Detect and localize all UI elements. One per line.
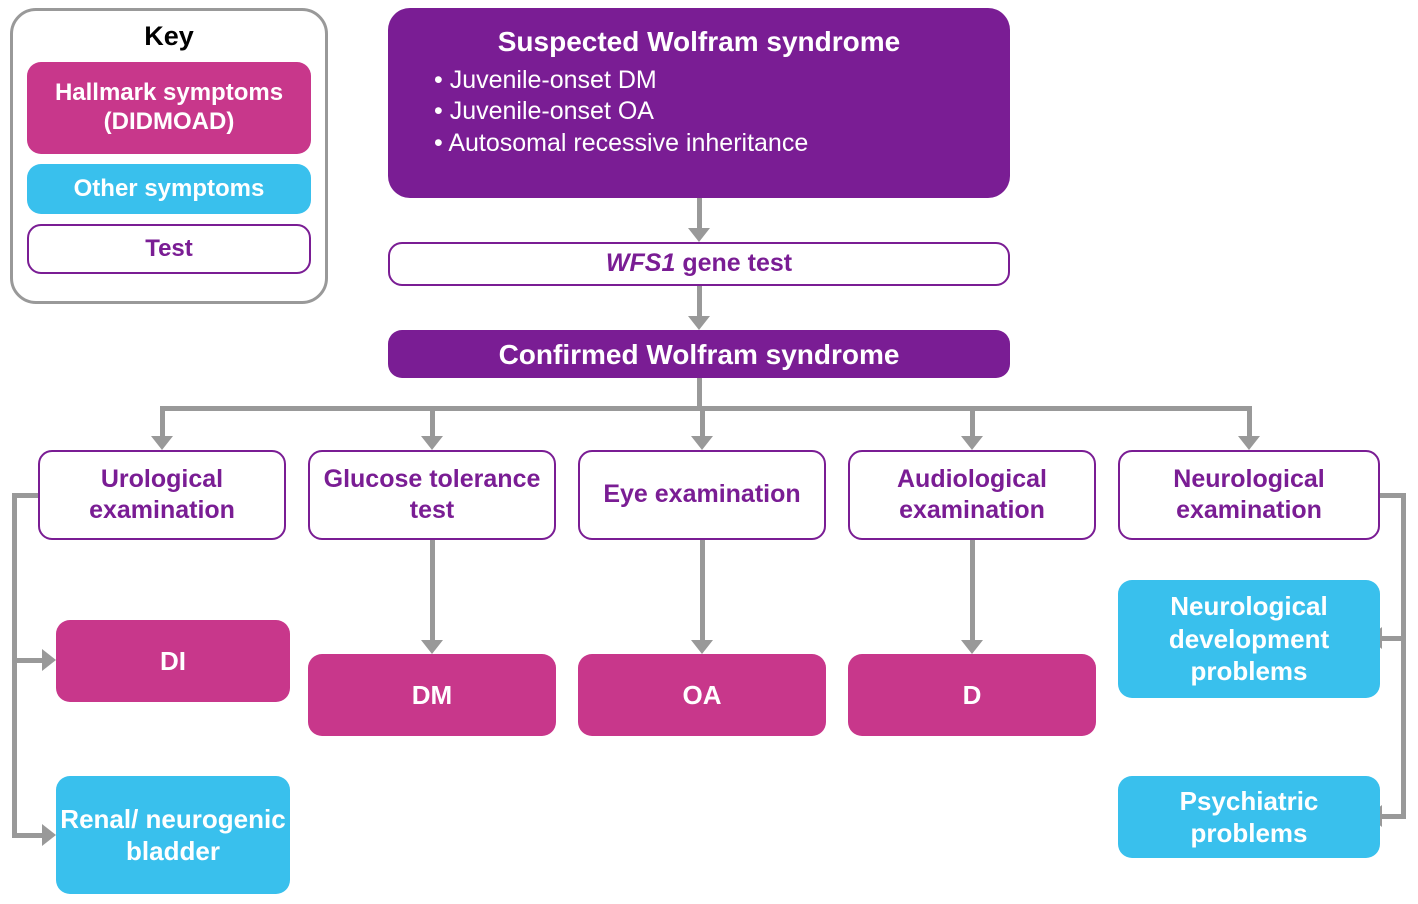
exam-eye: Eye examination <box>578 450 826 540</box>
arrowhead-down-icon <box>688 316 710 330</box>
exam-urological: Urological examination <box>38 450 286 540</box>
stage-suspected-title: Suspected Wolfram syndrome <box>414 24 984 59</box>
connector <box>1380 814 1406 819</box>
arrowhead-down-icon <box>1238 436 1260 450</box>
exam-neurological: Neurological examination <box>1118 450 1380 540</box>
key-title: Key <box>27 21 311 52</box>
bullet-item: Juvenile-onset OA <box>434 96 984 127</box>
bullet-item: Autosomal recessive inheritance <box>434 128 984 159</box>
arrowhead-down-icon <box>421 640 443 654</box>
exam-audiological: Audiological examination <box>848 450 1096 540</box>
arrowhead-down-icon <box>691 640 713 654</box>
connector <box>430 406 435 439</box>
connector <box>12 833 44 838</box>
symptom-d: D <box>848 654 1096 736</box>
bullet-item: Juvenile-onset DM <box>434 65 984 96</box>
connector <box>700 406 705 439</box>
connector <box>1380 636 1406 641</box>
symptom-renal: Renal/ neurogenic bladder <box>56 776 290 894</box>
connector <box>1247 406 1252 439</box>
test-gene: WFS1 gene test <box>388 242 1010 286</box>
connector <box>970 540 975 640</box>
connector <box>700 540 705 640</box>
symptom-neuro: Neurological development problems <box>1118 580 1380 698</box>
exam-glucose: Glucose tolerance test <box>308 450 556 540</box>
symptom-dm: DM <box>308 654 556 736</box>
arrowhead-down-icon <box>688 228 710 242</box>
arrowhead-down-icon <box>961 640 983 654</box>
connector <box>12 493 17 838</box>
key-panel: Key Hallmark symptoms (DIDMOAD) Other sy… <box>10 8 328 304</box>
symptom-di: DI <box>56 620 290 702</box>
connector <box>970 406 975 439</box>
arrowhead-down-icon <box>421 436 443 450</box>
arrowhead-down-icon <box>961 436 983 450</box>
symptom-psych: Psychiatric problems <box>1118 776 1380 858</box>
stage-suspected-bullets: Juvenile-onset DM Juvenile-onset OA Auto… <box>414 65 984 159</box>
stage-suspected: Suspected Wolfram syndrome Juvenile-onse… <box>388 8 1010 198</box>
gene-symbol: WFS1 <box>606 249 675 277</box>
arrowhead-right-icon <box>42 824 56 846</box>
arrowhead-down-icon <box>691 436 713 450</box>
connector <box>1401 493 1406 819</box>
key-item-hallmark: Hallmark symptoms (DIDMOAD) <box>27 62 311 154</box>
connector <box>160 406 165 439</box>
connector <box>697 378 702 406</box>
connector <box>697 286 702 319</box>
key-item-test: Test <box>27 224 311 274</box>
connector <box>12 658 44 663</box>
arrowhead-down-icon <box>151 436 173 450</box>
key-item-other: Other symptoms <box>27 164 311 214</box>
stage-confirmed: Confirmed Wolfram syndrome <box>388 330 1010 378</box>
arrowhead-right-icon <box>42 649 56 671</box>
test-gene-label: WFS1 gene test <box>606 248 792 279</box>
connector <box>697 198 702 231</box>
symptom-oa: OA <box>578 654 826 736</box>
connector <box>430 540 435 640</box>
